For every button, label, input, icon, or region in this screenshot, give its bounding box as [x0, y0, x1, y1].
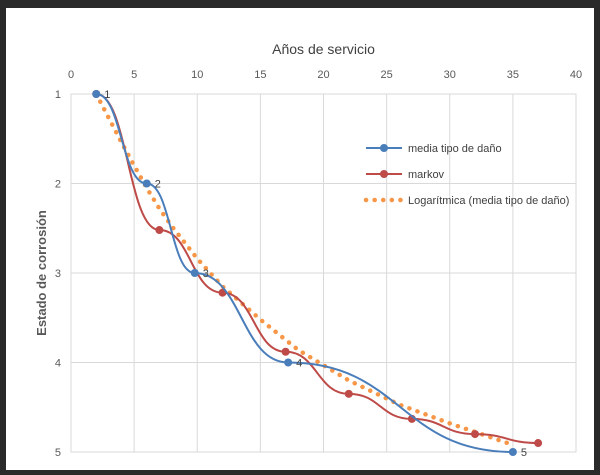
y-axis-label: Estado de corrosión [34, 210, 49, 336]
series-markov-point [281, 347, 290, 356]
x-tick-label: 30 [444, 69, 456, 81]
series-markov-point [344, 389, 353, 398]
grid [70, 93, 577, 453]
x-tick-label: 20 [317, 69, 329, 81]
series-media-point [284, 358, 293, 367]
chart-title: Años de servicio [272, 41, 375, 57]
x-tick-label: 40 [570, 69, 582, 81]
legend-label: media tipo de daño [408, 143, 502, 155]
x-tick-label: 10 [191, 69, 203, 81]
y-tick-label: 2 [55, 179, 61, 191]
legend: media tipo de daño markov Logarítmica (med… [363, 143, 569, 207]
x-tick-label: 0 [68, 69, 74, 81]
y-tick-label: 1 [55, 89, 61, 101]
series-media-point [508, 448, 517, 456]
y-tick-label: 5 [55, 447, 61, 459]
data-label: 5 [521, 447, 527, 459]
data-label: 3 [203, 268, 209, 280]
legend-label: markov [408, 169, 445, 181]
series-media-point [142, 179, 151, 188]
legend-marker [380, 170, 388, 178]
y-tick-label: 3 [55, 268, 61, 280]
data-label: 2 [155, 179, 161, 191]
series-media-point [190, 269, 199, 277]
series-markov-point [534, 439, 543, 448]
x-tick-label: 15 [254, 69, 266, 81]
y-tick-label: 4 [55, 358, 61, 370]
legend-marker [380, 144, 388, 152]
x-tick-label: 25 [381, 69, 393, 81]
data-label: 1 [104, 89, 110, 101]
series-markov-point [155, 226, 164, 235]
series-markov-point [471, 430, 479, 439]
series-layer: 1 2 3 4 5 [92, 89, 543, 459]
x-tick-label: 5 [131, 69, 137, 81]
series-media-line [96, 93, 513, 453]
x-tick-label: 35 [507, 69, 519, 81]
legend-label: Logarítmica (media tipo de daño) [408, 195, 569, 207]
data-label: 4 [296, 358, 302, 370]
series-media-point [92, 90, 101, 98]
